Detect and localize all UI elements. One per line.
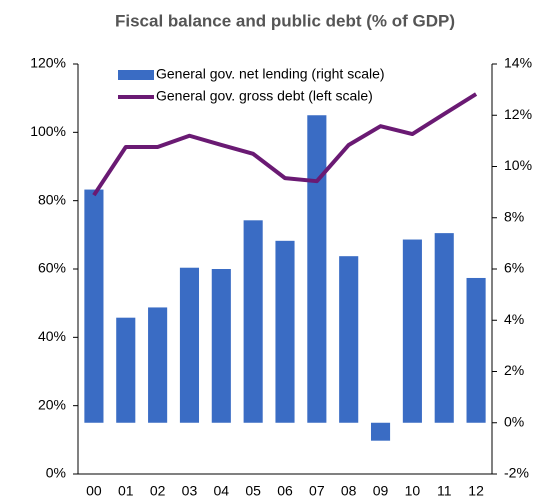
bar	[275, 240, 295, 423]
x-tick-label: 05	[245, 483, 261, 499]
bar	[466, 277, 486, 423]
line	[92, 92, 478, 197]
bar	[402, 239, 422, 423]
x-tick-label: 09	[373, 483, 389, 499]
x-tick-label: 08	[341, 483, 357, 499]
y2-tick-label: 8%	[504, 208, 524, 224]
x-tick-label: 06	[277, 483, 293, 499]
x-tick-label: 02	[150, 483, 166, 499]
bar	[116, 317, 136, 423]
y-tick-label: 20%	[38, 396, 66, 412]
x-tick-label: 11	[437, 483, 452, 499]
y2-tick-label: 12%	[504, 106, 532, 122]
bar	[307, 115, 327, 423]
x-tick-label: 01	[118, 483, 134, 499]
y2-tick-label: 4%	[504, 311, 524, 327]
x-tick-label: 04	[214, 483, 230, 499]
y2-tick-label: 2%	[504, 362, 524, 378]
legend-swatch	[118, 70, 154, 80]
y-tick-label: 40%	[38, 328, 66, 344]
bar	[211, 269, 231, 423]
bar	[370, 422, 391, 441]
x-tick-label: 12	[468, 483, 484, 499]
y-tick-label: 120%	[30, 55, 66, 71]
legend-label: General gov. net lending (right scale)	[156, 66, 385, 82]
bar	[243, 220, 263, 423]
chart-title: Fiscal balance and public debt (% of GDP…	[115, 11, 455, 30]
y2-tick-label: 14%	[504, 55, 532, 71]
x-tick-label: 07	[309, 483, 325, 499]
bar	[179, 267, 200, 423]
bar	[434, 233, 454, 423]
y2-tick-label: 6%	[504, 260, 524, 276]
y2-tick-label: 0%	[504, 413, 524, 429]
y2-tick-label: 10%	[504, 157, 532, 173]
bar	[148, 307, 168, 423]
y-tick-label: 0%	[46, 465, 66, 481]
y-tick-label: 80%	[38, 191, 66, 207]
y-tick-label: 60%	[38, 260, 66, 276]
x-tick-label: 10	[405, 483, 421, 499]
bar	[339, 256, 359, 423]
bar	[84, 189, 104, 423]
legend-label: General gov. gross debt (left scale)	[156, 88, 373, 104]
x-tick-label: 03	[182, 483, 198, 499]
y-tick-label: 100%	[30, 123, 66, 139]
y2-tick-label: -2%	[504, 465, 529, 481]
x-tick-label: 00	[86, 483, 102, 499]
